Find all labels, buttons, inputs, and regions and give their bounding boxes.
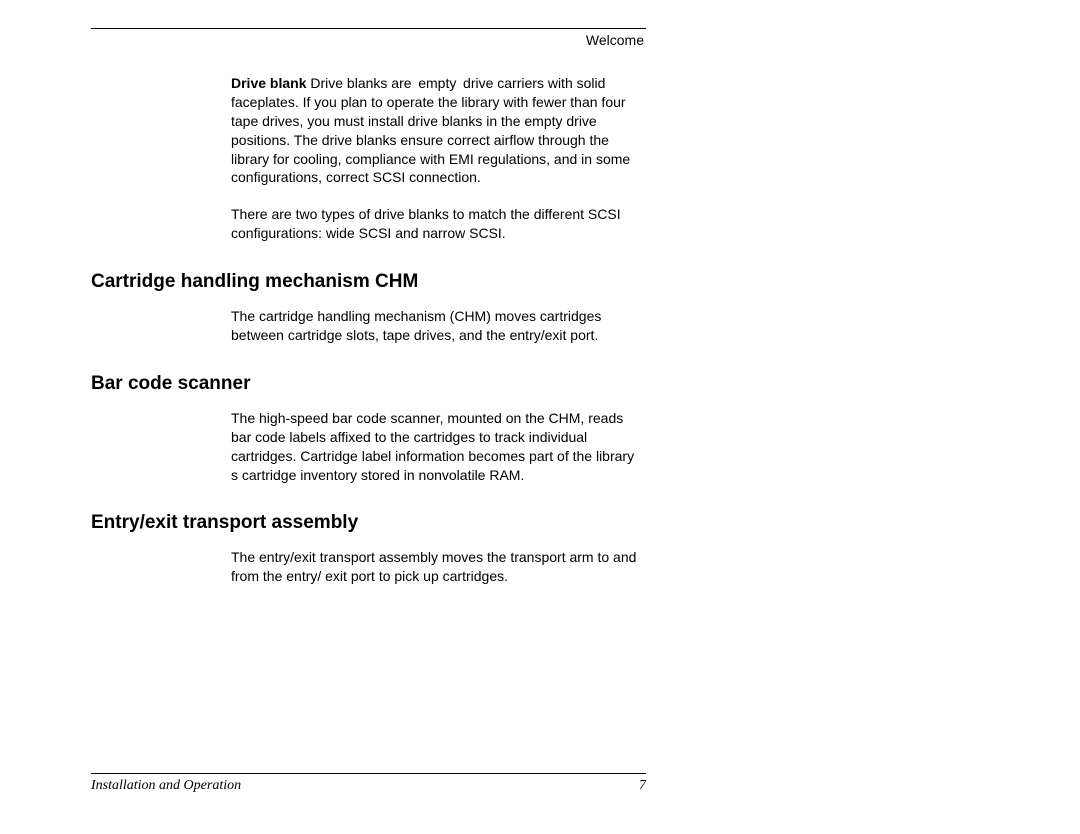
barcode-paragraph: The high-speed bar code scanner, mounted…	[231, 409, 644, 485]
heading-entryexit: Entry/exit transport assembly	[91, 512, 644, 534]
drive-blank-lead: Drive blank	[231, 75, 306, 91]
entryexit-paragraph: The entry/exit transport assembly moves …	[231, 548, 644, 586]
footer-left: Installation and Operation	[91, 778, 241, 794]
footer-page-number: 7	[639, 778, 646, 794]
page-footer: Installation and Operation 7	[91, 773, 646, 794]
header-label: Welcome	[91, 32, 646, 48]
drive-blank-paragraph-2: There are two types of drive blanks to m…	[231, 205, 644, 243]
body-content: Drive blank Drive blanks are empty drive…	[231, 74, 644, 586]
drive-blank-text-1: Drive blanks are empty drive carriers wi…	[231, 75, 630, 185]
chm-paragraph: The cartridge handling mechanism (CHM) m…	[231, 307, 644, 345]
footer-row: Installation and Operation 7	[91, 778, 646, 794]
header-rule	[91, 28, 646, 29]
footer-rule	[91, 773, 646, 774]
heading-barcode: Bar code scanner	[91, 373, 644, 395]
heading-chm: Cartridge handling mechanism CHM	[91, 271, 644, 293]
document-page: Welcome Drive blank Drive blanks are emp…	[0, 0, 1080, 834]
drive-blank-paragraph-1: Drive blank Drive blanks are empty drive…	[231, 74, 644, 187]
